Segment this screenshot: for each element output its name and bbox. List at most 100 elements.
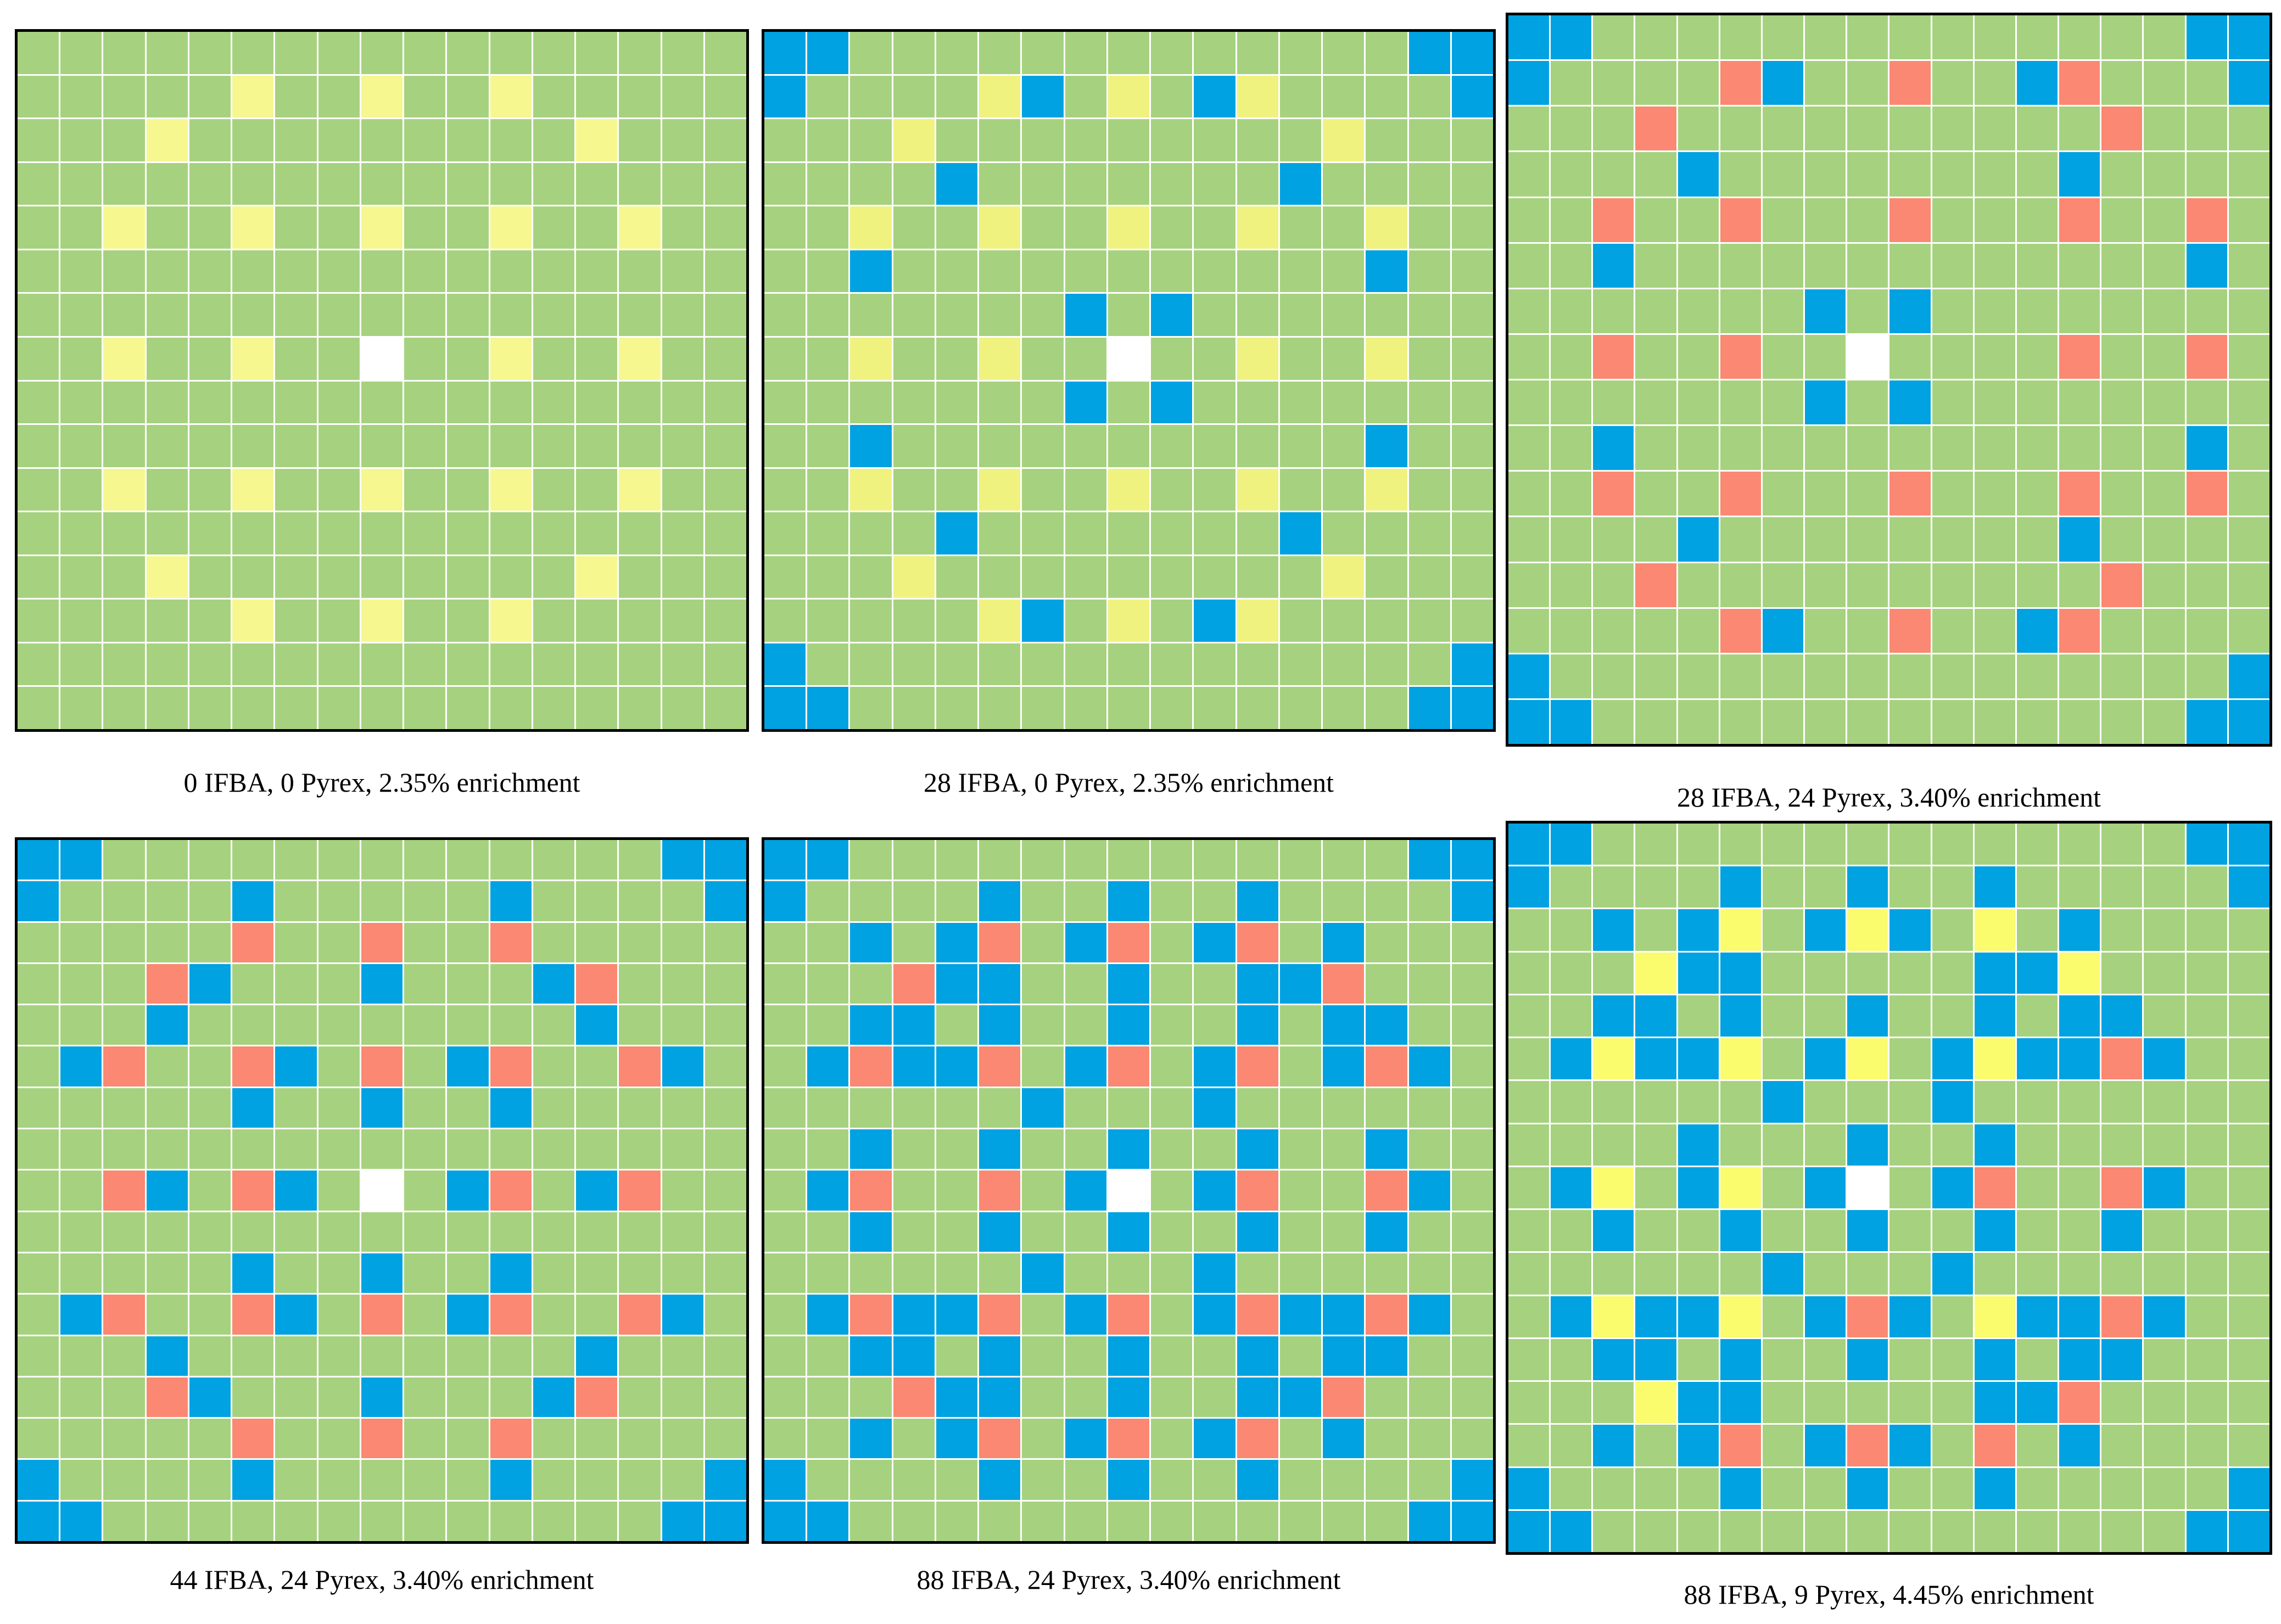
fuel-pin-cell: [1451, 250, 1493, 293]
fuel-pin-cell: [60, 206, 102, 249]
fuel-pin-cell: [2059, 1253, 2100, 1295]
fuel-pin-cell: [447, 556, 489, 598]
fuel-pin-cell: [533, 512, 575, 555]
fuel-pin-cell: [2101, 654, 2143, 698]
fuel-pin-cell: [103, 425, 145, 467]
fuel-pin-cell: [1932, 334, 1973, 379]
fuel-pin-cell: [2101, 198, 2143, 242]
guide-tube-cell: [979, 1336, 1021, 1376]
fuel-pin-cell: [103, 163, 145, 205]
fuel-pin-cell: [1551, 995, 1592, 1037]
pyrex-rod-cell: [1720, 608, 1761, 653]
fuel-pin-cell: [1065, 1460, 1106, 1500]
fuel-pin-cell: [18, 250, 59, 293]
guide-tube-cell: [1593, 426, 1634, 471]
pyrex-rod-cell: [1974, 1425, 2015, 1466]
fuel-pin-cell: [404, 1377, 446, 1418]
ifba-pin-cell: [2059, 952, 2100, 994]
fuel-pin-cell: [1194, 1005, 1235, 1045]
fuel-pin-cell: [1889, 1124, 1931, 1166]
ifba-pin-cell: [146, 556, 188, 598]
fuel-pin-cell: [1932, 289, 1973, 333]
panel-caption: 28 IFBA, 24 Pyrex, 3.40% enrichment: [1676, 782, 2101, 813]
fuel-pin-cell: [576, 1088, 618, 1128]
fuel-pin-cell: [576, 840, 618, 880]
ifba-pin-cell: [490, 600, 532, 642]
fuel-pin-cell: [404, 840, 446, 880]
fuel-pin-cell: [533, 163, 575, 205]
assembly-panel-88-ifba-9-pyrex: 88 IFBA, 9 Pyrex, 4.45% enrichment: [1506, 821, 2272, 1622]
fuel-pin-cell: [850, 163, 892, 205]
fuel-pin-cell: [979, 250, 1021, 293]
fuel-pin-cell: [1151, 840, 1193, 880]
guide-tube-cell: [1108, 1129, 1150, 1169]
fuel-pin-cell: [1720, 517, 1761, 562]
lattice-grid: [762, 837, 1496, 1544]
fuel-pin-cell: [2059, 243, 2100, 288]
fuel-pin-cell: [936, 337, 978, 380]
fuel-pin-cell: [2016, 1468, 2058, 1509]
fuel-pin-cell: [1635, 289, 1676, 333]
fuel-pin-cell: [1065, 468, 1106, 511]
fuel-pin-cell: [1551, 61, 1592, 105]
fuel-pin-cell: [1279, 381, 1322, 424]
guide-tube-cell: [1805, 909, 1846, 951]
fuel-pin-cell: [1635, 243, 1676, 288]
fuel-pin-cell: [1551, 289, 1592, 333]
fuel-pin-cell: [1932, 1510, 1973, 1552]
fuel-pin-cell: [275, 425, 317, 467]
guide-tube-cell: [807, 1295, 849, 1335]
fuel-pin-cell: [1237, 643, 1278, 686]
fuel-pin-cell: [1635, 152, 1676, 197]
fuel-pin-cell: [1847, 380, 1888, 425]
fuel-pin-cell: [1932, 1124, 1973, 1166]
pyrex-rod-cell: [361, 1295, 403, 1335]
fuel-pin-cell: [705, 206, 746, 249]
fuel-pin-cell: [979, 294, 1021, 336]
fuel-pin-cell: [1065, 425, 1106, 467]
fuel-pin-cell: [1974, 824, 2015, 865]
fuel-pin-cell: [533, 1336, 575, 1376]
fuel-pin-cell: [60, 1129, 102, 1169]
fuel-pin-cell: [850, 600, 892, 642]
fuel-pin-cell: [275, 922, 317, 962]
fuel-pin-cell: [1974, 198, 2015, 242]
fuel-pin-cell: [60, 1088, 102, 1128]
fuel-pin-cell: [1151, 1088, 1193, 1128]
ifba-pin-cell: [1847, 1038, 1888, 1080]
fuel-pin-cell: [807, 381, 849, 424]
fuel-pin-cell: [1974, 334, 2015, 379]
guide-tube-cell: [2186, 15, 2227, 60]
fuel-pin-cell: [850, 1460, 892, 1500]
fuel-pin-cell: [1932, 909, 1973, 951]
fuel-pin-cell: [1065, 250, 1106, 293]
fuel-pin-cell: [318, 643, 360, 686]
pyrex-rod-cell: [1237, 1046, 1278, 1087]
fuel-pin-cell: [1508, 198, 1550, 242]
pyrex-rod-cell: [2059, 608, 2100, 653]
fuel-pin-cell: [1323, 294, 1365, 336]
assembly-panel-28-ifba-0-pyrex: 28 IFBA, 0 Pyrex, 2.35% enrichment: [762, 29, 1496, 825]
guide-tube-cell: [18, 1460, 59, 1500]
fuel-pin-cell: [1720, 1510, 1761, 1552]
fuel-pin-cell: [103, 250, 145, 293]
fuel-pin-cell: [2186, 1210, 2227, 1252]
fuel-pin-cell: [1194, 381, 1235, 424]
pyrex-rod-cell: [979, 1046, 1021, 1087]
fuel-pin-cell: [807, 163, 849, 205]
fuel-pin-cell: [1932, 426, 1973, 471]
guide-tube-cell: [705, 881, 746, 921]
fuel-pin-cell: [662, 600, 703, 642]
fuel-pin-cell: [764, 294, 806, 336]
fuel-pin-cell: [2228, 952, 2269, 994]
fuel-pin-cell: [318, 687, 360, 729]
guide-tube-cell: [936, 512, 978, 555]
fuel-pin-cell: [1720, 563, 1761, 607]
fuel-pin-cell: [1889, 152, 1931, 197]
ifba-pin-cell: [1237, 75, 1278, 118]
fuel-pin-cell: [1932, 824, 1973, 865]
fuel-pin-cell: [1932, 654, 1973, 698]
fuel-pin-cell: [705, 294, 746, 336]
fuel-pin-cell: [1408, 163, 1450, 205]
fuel-pin-cell: [275, 468, 317, 511]
